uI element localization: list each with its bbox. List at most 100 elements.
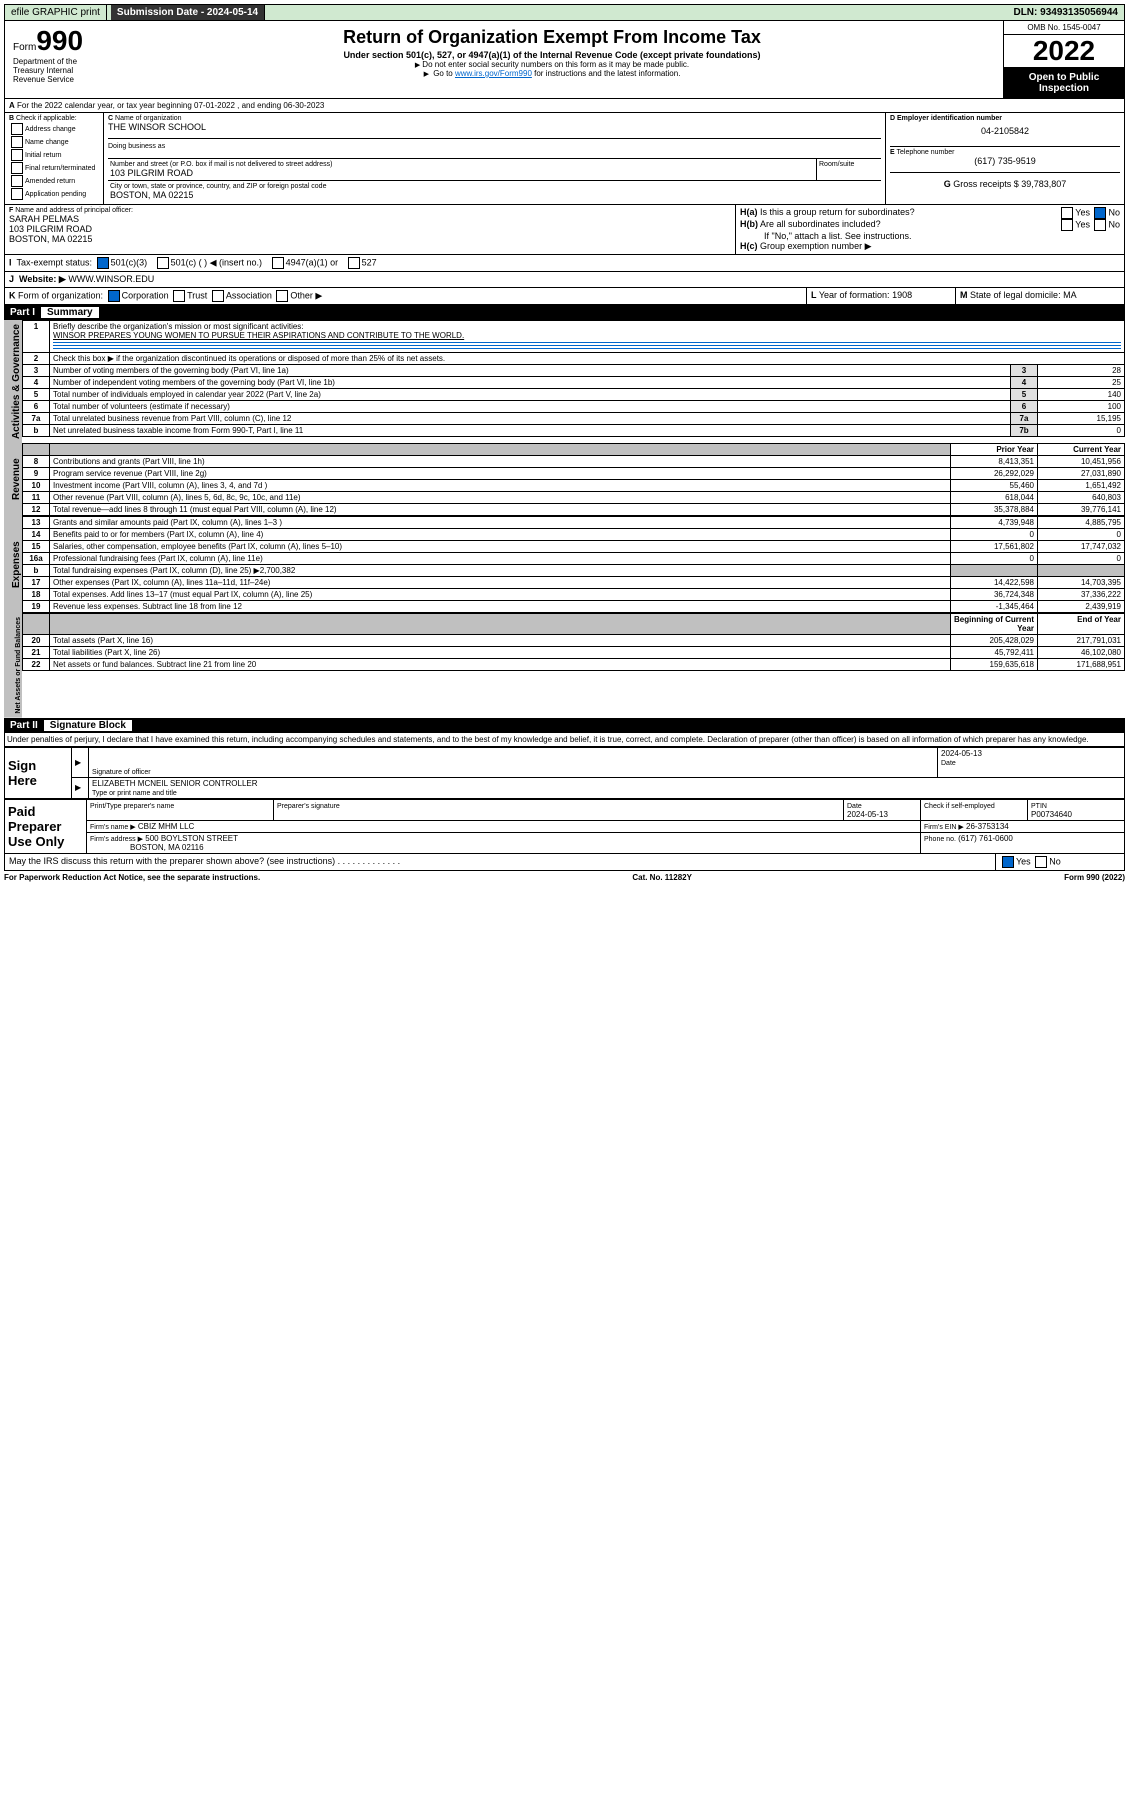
section-f: F Name and address of principal officer:… — [5, 205, 736, 254]
table-row: bNet unrelated business taxable income f… — [23, 425, 1125, 437]
submission-date-btn[interactable]: Submission Date - 2024-05-14 — [111, 5, 265, 20]
title-center: Return of Organization Exempt From Incom… — [101, 21, 1003, 98]
website: WWW.WINSOR.EDU — [68, 274, 154, 284]
row-i: I Tax-exempt status: 501(c)(3) 501(c) ( … — [4, 255, 1125, 272]
form-subtitle: Under section 501(c), 527, or 4947(a)(1)… — [105, 50, 999, 60]
irs-link[interactable]: www.irs.gov/Form990 — [455, 69, 532, 78]
section-deg: D Employer identification number 04-2105… — [886, 113, 1124, 204]
ck-amended[interactable]: Amended return — [9, 175, 99, 187]
governance-table: 1 Briefly describe the organization's mi… — [22, 320, 1125, 437]
org-name: THE WINSOR SCHOOL — [108, 122, 881, 132]
table-row: 7aTotal unrelated business revenue from … — [23, 413, 1125, 425]
efile-label: efile GRAPHIC print — [5, 5, 107, 20]
table-row: 8Contributions and grants (Part VIII, li… — [23, 456, 1125, 468]
row-fh: F Name and address of principal officer:… — [4, 205, 1125, 255]
firm-ein: 26-3753134 — [966, 822, 1009, 831]
section-c: C Name of organization THE WINSOR SCHOOL… — [104, 113, 886, 204]
footer: For Paperwork Reduction Act Notice, see … — [4, 871, 1125, 884]
open-inspection: Open to Public Inspection — [1004, 68, 1124, 98]
side-governance: Activities & Governance — [4, 320, 22, 443]
cat-no: Cat. No. 11282Y — [632, 873, 692, 882]
501c3-check — [97, 257, 109, 269]
section-h: H(a) Is this a group return for subordin… — [736, 205, 1124, 254]
table-row: 14Benefits paid to or for members (Part … — [23, 529, 1125, 541]
expenses-table: 13Grants and similar amounts paid (Part … — [22, 516, 1125, 613]
table-row: 19Revenue less expenses. Subtract line 1… — [23, 601, 1125, 613]
firm-phone: (617) 761-0600 — [958, 834, 1013, 843]
row-bcde: B Check if applicable: Address change Na… — [4, 113, 1125, 205]
discuss-row: May the IRS discuss this return with the… — [4, 854, 1125, 871]
paid-preparer-table: Paid Preparer Use Only Print/Type prepar… — [4, 799, 1125, 854]
table-row: 18Total expenses. Add lines 13–17 (must … — [23, 589, 1125, 601]
pra-notice: For Paperwork Reduction Act Notice, see … — [4, 873, 260, 882]
section-b: B Check if applicable: Address change Na… — [5, 113, 104, 204]
ha-no-check — [1094, 207, 1106, 219]
part1-body: Activities & Governance 1 Briefly descri… — [4, 320, 1125, 443]
note-ssn: Do not enter social security numbers on … — [105, 60, 999, 69]
org-address: 103 PILGRIM ROAD — [110, 168, 814, 178]
efile-top-bar: efile GRAPHIC print Submission Date - 20… — [4, 4, 1125, 21]
corp-check — [108, 290, 120, 302]
officer-signed-name: ELIZABETH MCNEIL SENIOR CONTROLLER — [92, 779, 258, 788]
ck-final[interactable]: Final return/terminated — [9, 162, 99, 174]
form-ref: Form 990 (2022) — [1064, 873, 1125, 882]
discuss-yes — [1002, 856, 1014, 868]
netassets-table: Beginning of Current YearEnd of Year 20T… — [22, 613, 1125, 671]
side-netassets: Net Assets or Fund Balances — [4, 613, 22, 718]
table-row: 20Total assets (Part X, line 16)205,428,… — [23, 635, 1125, 647]
table-row: 13Grants and similar amounts paid (Part … — [23, 517, 1125, 529]
part1-header: Part ISummary — [4, 305, 1125, 320]
table-row: 22Net assets or fund balances. Subtract … — [23, 659, 1125, 671]
form-number-block: Form990 Department of the Treasury Inter… — [5, 21, 101, 98]
state-domicile: MA — [1063, 290, 1077, 300]
ck-name[interactable]: Name change — [9, 136, 99, 148]
row-klm: K Form of organization: Corporation Trus… — [4, 288, 1125, 305]
mission: WINSOR PREPARES YOUNG WOMEN TO PURSUE TH… — [53, 331, 464, 340]
gross-receipts: 39,783,807 — [1021, 179, 1066, 189]
dept-treasury: Department of the Treasury Internal Reve… — [13, 57, 93, 84]
revenue-table: Prior YearCurrent Year 8Contributions an… — [22, 443, 1125, 516]
sign-here-table: Sign Here ▶ Signature of officer 2024-05… — [4, 747, 1125, 799]
ck-pending[interactable]: Application pending — [9, 188, 99, 200]
table-row: 5Total number of individuals employed in… — [23, 389, 1125, 401]
table-row: 9Program service revenue (Part VIII, lin… — [23, 468, 1125, 480]
table-row: 11Other revenue (Part VIII, column (A), … — [23, 492, 1125, 504]
side-revenue: Revenue — [4, 443, 22, 516]
form-word: Form — [13, 42, 36, 53]
table-row: 16aProfessional fundraising fees (Part I… — [23, 553, 1125, 565]
year-formation: 1908 — [892, 290, 912, 300]
row-a: A For the 2022 calendar year, or tax yea… — [4, 99, 1125, 113]
part2-header: Part IISignature Block — [4, 718, 1125, 733]
sign-here-label: Sign Here — [5, 747, 72, 798]
ck-address[interactable]: Address change — [9, 123, 99, 135]
note-goto: Go to www.irs.gov/Form990 for instructio… — [105, 69, 999, 78]
table-row: 10Investment income (Part VIII, column (… — [23, 480, 1125, 492]
row-j: J Website: ▶ WWW.WINSOR.EDU — [4, 272, 1125, 288]
table-row: 15Salaries, other compensation, employee… — [23, 541, 1125, 553]
title-right: OMB No. 1545-0047 2022 Open to Public In… — [1003, 21, 1124, 98]
form-title: Return of Organization Exempt From Incom… — [105, 27, 999, 48]
table-row: bTotal fundraising expenses (Part IX, co… — [23, 565, 1125, 577]
table-row: 4Number of independent voting members of… — [23, 377, 1125, 389]
table-row: 6Total number of volunteers (estimate if… — [23, 401, 1125, 413]
table-row: 21Total liabilities (Part X, line 26)45,… — [23, 647, 1125, 659]
omb-number: OMB No. 1545-0047 — [1004, 21, 1124, 35]
table-row: 17Other expenses (Part IX, column (A), l… — [23, 577, 1125, 589]
firm-addr: 500 BOYLSTON STREET — [145, 834, 238, 843]
paid-preparer-label: Paid Preparer Use Only — [5, 799, 87, 853]
table-row: 12Total revenue—add lines 8 through 11 (… — [23, 504, 1125, 516]
org-city: BOSTON, MA 02215 — [110, 190, 879, 200]
ein: 04-2105842 — [890, 122, 1120, 136]
ptin: P00734640 — [1031, 810, 1072, 819]
table-row: 3Number of voting members of the governi… — [23, 365, 1125, 377]
officer-name: SARAH PELMAS — [9, 214, 731, 224]
tax-year-range: For the 2022 calendar year, or tax year … — [17, 101, 324, 110]
dln-label: DLN: 93493135056944 — [1007, 5, 1124, 20]
phone: (617) 735-9519 — [890, 156, 1120, 166]
firm-name: CBIZ MHM LLC — [138, 822, 194, 831]
side-expenses: Expenses — [4, 516, 22, 613]
ck-initial[interactable]: Initial return — [9, 149, 99, 161]
penalty-text: Under penalties of perjury, I declare th… — [4, 733, 1125, 747]
form-990: 990 — [36, 25, 83, 56]
title-row: Form990 Department of the Treasury Inter… — [4, 21, 1125, 99]
